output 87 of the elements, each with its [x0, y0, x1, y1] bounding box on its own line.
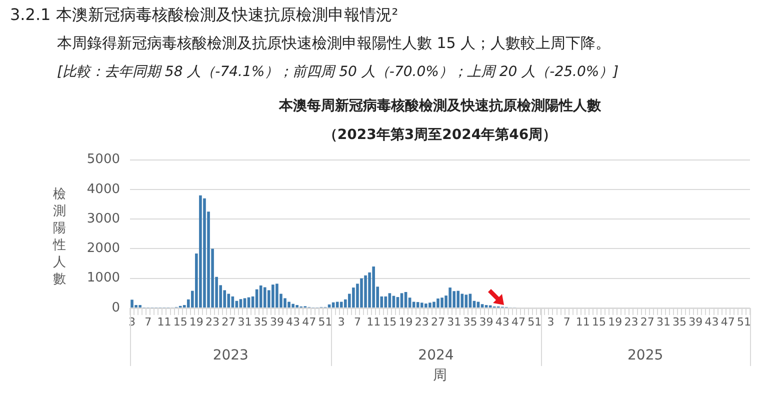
- bar: [259, 285, 262, 308]
- bar: [432, 302, 436, 308]
- x-tick-label: 23: [206, 315, 220, 328]
- text: 本周錄得新冠病毒核酸檢測及抗原快速檢測申報陽性人數 15 人；人數較上周下降。: [57, 34, 611, 53]
- x-tick-label: 51: [528, 315, 542, 328]
- bar: [243, 298, 246, 308]
- bar: [288, 302, 290, 308]
- x-tick-label: 39: [479, 315, 494, 328]
- y-tick-label: 1000: [86, 270, 120, 286]
- text: 3.2.1 本澳新冠病毒核酸檢測及快速抗原檢測申報情況²: [10, 5, 398, 26]
- text: 2024: [418, 348, 454, 364]
- x-tick-label: 47: [720, 315, 735, 328]
- x-tick-label: 39: [688, 315, 703, 328]
- x-tick-label: 19: [189, 315, 204, 328]
- bar: [263, 287, 266, 308]
- y-axis-title: 檢測陽性人數: [53, 186, 67, 288]
- bar: [384, 296, 388, 308]
- bar: [340, 302, 343, 308]
- bar: [448, 288, 452, 308]
- bar: [276, 284, 278, 308]
- bar: [364, 275, 367, 308]
- bar: [388, 293, 392, 308]
- x-tick-label: 7: [563, 315, 570, 328]
- x-tick-label: 11: [576, 315, 590, 328]
- y-tick-label: 4000: [86, 182, 120, 197]
- x-tick-label: 35: [463, 315, 478, 328]
- y-tick-label: 5000: [86, 152, 120, 168]
- y-tick-label: 3000: [86, 211, 120, 226]
- x-tick-label: 43: [286, 315, 300, 328]
- x-tick-label: 27: [430, 315, 445, 328]
- x-tick-label: 19: [608, 315, 622, 328]
- text: 2023: [212, 348, 248, 364]
- bar: [440, 298, 444, 308]
- x-tick-label: 35: [254, 315, 268, 328]
- bar: [284, 298, 286, 308]
- bar: [456, 290, 460, 308]
- bar: [130, 300, 134, 308]
- x-tick-label: 51: [318, 315, 332, 328]
- x-tick-label: 7: [354, 315, 361, 328]
- x-tick-label: 31: [238, 315, 252, 328]
- chart-title: 本澳每周新冠病毒核酸檢測及快速抗原檢測陽性人數: [279, 97, 601, 115]
- x-axis-title: 周: [433, 368, 447, 384]
- bar: [416, 302, 420, 308]
- x-tick-label: 43: [704, 315, 719, 328]
- y-tick-label: 2000: [86, 241, 120, 256]
- x-tick-label: 31: [447, 315, 462, 328]
- x-tick-label: 35: [672, 315, 687, 328]
- text: [比較：去年同期 58 人（-74.1%）；前四周 50 人（-70.0%）；上周 20 人（-25.0%）]: [57, 63, 619, 81]
- bar: [292, 304, 294, 308]
- bar: [227, 294, 230, 308]
- x-tick-label: 3: [547, 315, 554, 328]
- bar: [480, 304, 484, 308]
- x-tick-label: 19: [398, 315, 413, 328]
- bar: [420, 302, 424, 308]
- bar: [400, 293, 404, 308]
- x-tick-label: 47: [302, 315, 316, 328]
- x-tick-label: 11: [157, 315, 172, 328]
- y-tick-label: 0: [112, 300, 120, 316]
- x-tick-label: 15: [382, 315, 397, 328]
- bar: [203, 198, 206, 308]
- bar: [464, 294, 468, 308]
- bar: [424, 304, 428, 308]
- bar: [460, 294, 464, 308]
- bar: [199, 195, 202, 308]
- x-tick-label: 39: [270, 315, 284, 328]
- bar: [352, 288, 355, 308]
- x-tick-label: 23: [624, 315, 638, 328]
- x-tick-label: 51: [736, 315, 751, 328]
- bar: [452, 291, 456, 308]
- x-tick-label: 47: [512, 315, 526, 328]
- x-tick-label: 43: [495, 315, 510, 328]
- x-tick-label: 3: [338, 315, 345, 328]
- bar: [428, 302, 432, 308]
- x-tick-label: 15: [592, 315, 606, 328]
- x-tick-label: 23: [414, 315, 429, 328]
- x-tick-label: 31: [656, 315, 670, 328]
- x-tick-label: 27: [640, 315, 654, 328]
- x-tick-label: 27: [222, 315, 236, 328]
- x-tick-label: 11: [366, 315, 381, 328]
- bar: [272, 284, 274, 308]
- x-tick-label: 15: [173, 315, 188, 328]
- chart-subtitle: （2023年第3周至2024年第46周）: [323, 126, 557, 144]
- x-tick-label: 7: [144, 315, 152, 328]
- bar: [372, 266, 375, 308]
- text: 2025: [628, 348, 664, 364]
- bar: [360, 278, 363, 308]
- bar: [436, 298, 440, 308]
